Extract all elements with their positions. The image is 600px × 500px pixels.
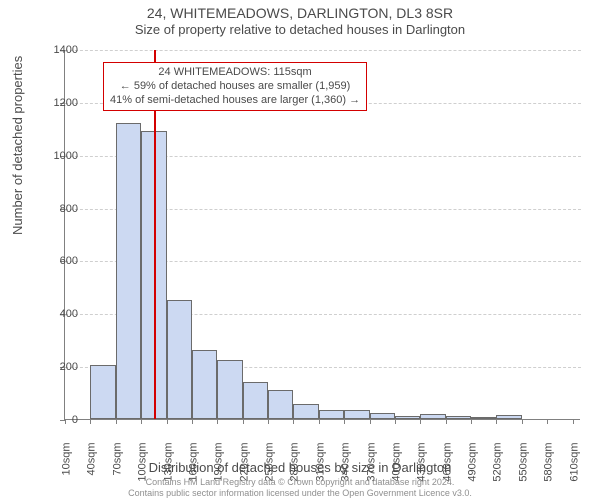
ytick-label: 400 — [38, 309, 78, 320]
histogram-bar — [167, 300, 192, 419]
histogram-bar — [192, 350, 217, 419]
ytick-label: 1200 — [38, 98, 78, 109]
footer-attribution: Contains HM Land Registry data © Crown c… — [0, 477, 600, 498]
histogram-bar — [370, 413, 395, 419]
histogram-bar — [217, 360, 242, 419]
page-subtitle: Size of property relative to detached ho… — [0, 21, 600, 37]
xtick-mark — [395, 419, 396, 424]
xtick-mark — [420, 419, 421, 424]
ytick-label: 600 — [38, 256, 78, 267]
footer-line-1: Contains HM Land Registry data © Crown c… — [0, 477, 600, 487]
xtick-mark — [268, 419, 269, 424]
histogram-bar — [243, 382, 268, 419]
info-box-line-1: 24 WHITEMEADOWS: 115sqm — [110, 66, 360, 80]
gridline — [65, 50, 581, 51]
histogram-bar — [446, 416, 471, 419]
info-box-line-3: 41% of semi-detached houses are larger (… — [110, 94, 360, 108]
xtick-mark — [90, 419, 91, 424]
histogram-bar — [471, 417, 496, 419]
histogram-bar — [420, 414, 445, 419]
ytick-label: 0 — [38, 415, 78, 426]
x-axis-label: Distribution of detached houses by size … — [0, 460, 600, 475]
xtick-mark — [573, 419, 574, 424]
xtick-mark — [141, 419, 142, 424]
xtick-mark — [446, 419, 447, 424]
page-title: 24, WHITEMEADOWS, DARLINGTON, DL3 8SR — [0, 0, 600, 21]
xtick-mark — [167, 419, 168, 424]
y-axis-label: Number of detached properties — [10, 56, 25, 235]
xtick-mark — [471, 419, 472, 424]
histogram-bar — [496, 415, 521, 419]
xtick-mark — [293, 419, 294, 424]
histogram-bar — [116, 123, 141, 419]
plot-wrap: 10sqm40sqm70sqm100sqm130sqm160sqm190sqm2… — [64, 50, 580, 420]
footer-line-2: Contains public sector information licen… — [0, 488, 600, 498]
histogram-bar — [395, 416, 420, 419]
histogram-bar — [268, 390, 293, 419]
ytick-label: 800 — [38, 204, 78, 215]
xtick-mark — [319, 419, 320, 424]
histogram-bar — [344, 410, 369, 419]
xtick-mark — [522, 419, 523, 424]
info-box-line-2: ← 59% of detached houses are smaller (1,… — [110, 80, 360, 94]
info-box: 24 WHITEMEADOWS: 115sqm← 59% of detached… — [103, 62, 367, 111]
xtick-mark — [496, 419, 497, 424]
xtick-mark — [217, 419, 218, 424]
xtick-mark — [116, 419, 117, 424]
ytick-label: 200 — [38, 362, 78, 373]
ytick-label: 1400 — [38, 45, 78, 56]
xtick-mark — [547, 419, 548, 424]
xtick-mark — [192, 419, 193, 424]
histogram-bar — [293, 404, 318, 419]
histogram-bar — [90, 365, 115, 419]
xtick-mark — [370, 419, 371, 424]
ytick-label: 1000 — [38, 151, 78, 162]
histogram-bar — [319, 410, 344, 419]
histogram-plot: 10sqm40sqm70sqm100sqm130sqm160sqm190sqm2… — [64, 50, 580, 420]
xtick-mark — [243, 419, 244, 424]
xtick-mark — [344, 419, 345, 424]
